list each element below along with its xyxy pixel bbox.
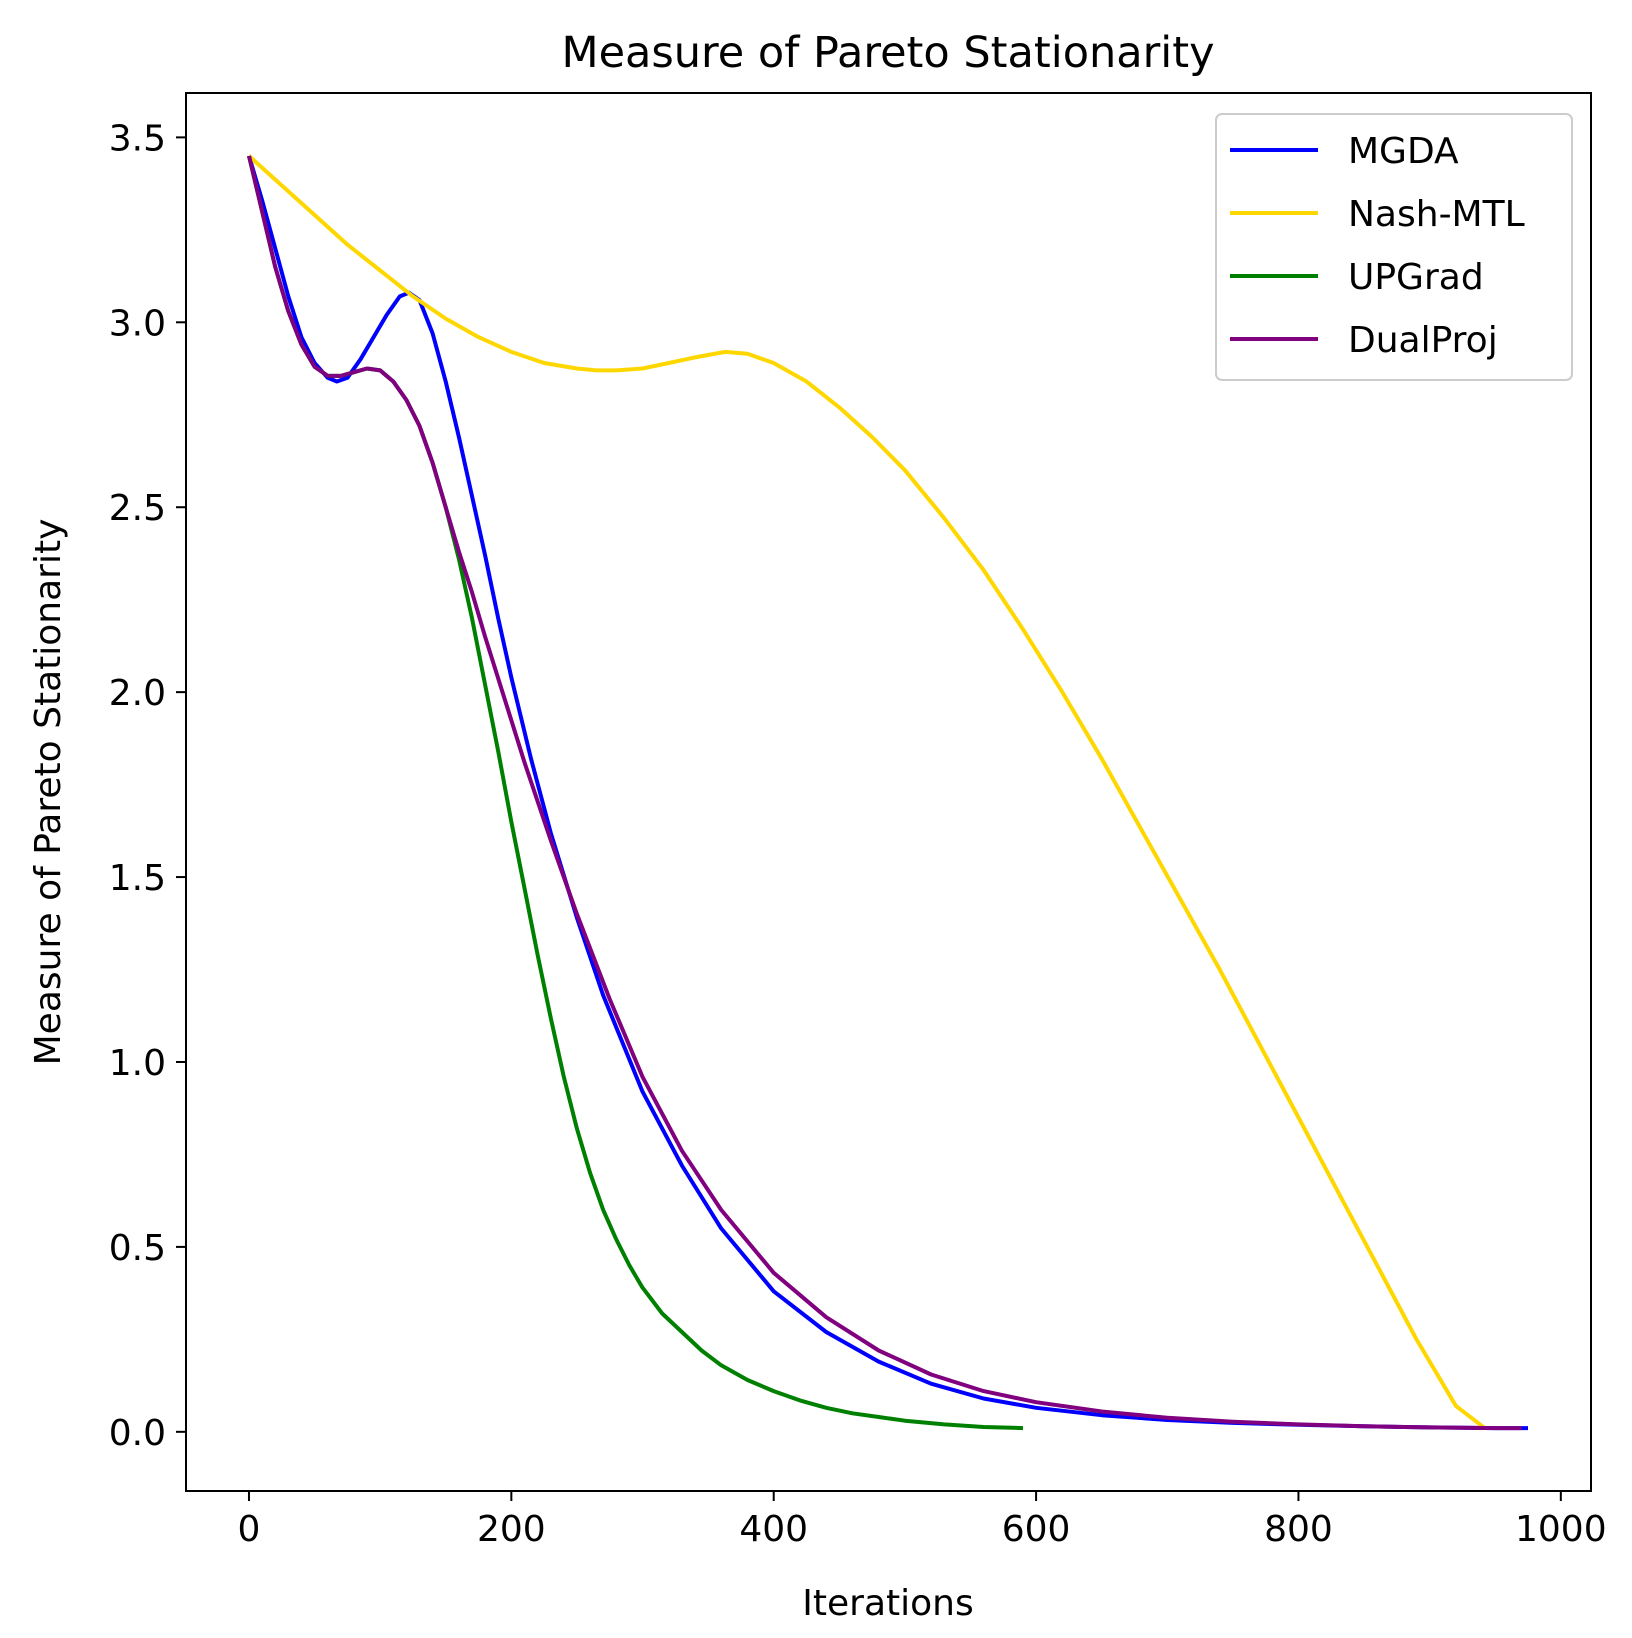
- x-tick-label: 1000: [1515, 1509, 1607, 1550]
- y-tick-label: 2.0: [109, 673, 166, 714]
- legend-label-upgrad: UPGrad: [1348, 257, 1484, 298]
- y-tick-label: 1.5: [109, 858, 166, 899]
- y-tick-label: 0.5: [109, 1228, 166, 1269]
- legend-label-mgda: MGDA: [1348, 131, 1459, 172]
- series-line-mgda: [247, 155, 1528, 1431]
- x-tick-label: 200: [477, 1509, 546, 1550]
- y-tick-label: 0.0: [109, 1413, 166, 1454]
- legend-label-nash-mtl: Nash-MTL: [1348, 194, 1525, 235]
- y-tick-label: 1.0: [109, 1043, 166, 1084]
- y-tick-label: 3.0: [109, 303, 166, 344]
- x-tick-label: 0: [238, 1509, 261, 1550]
- y-tick-label: 2.5: [109, 488, 166, 529]
- chart-title: Measure of Pareto Stationarity: [561, 28, 1214, 78]
- series-line-nash-mtl: [247, 154, 1486, 1430]
- legend-box: [1215, 113, 1573, 381]
- legend-label-dualproj: DualProj: [1348, 320, 1498, 361]
- legend: MGDA Nash-MTL UPGrad DualProj: [1215, 113, 1573, 381]
- x-axis: 0 200 400 600 800 1000: [238, 1491, 1607, 1550]
- y-tick-label: 3.5: [109, 118, 166, 159]
- y-axis: 0.0 0.5 1.0 1.5 2.0 2.5 3.0 3.5: [109, 118, 186, 1454]
- plot-frame: [185, 92, 1592, 1492]
- x-tick-label: 600: [1002, 1509, 1071, 1550]
- x-tick-label: 400: [739, 1509, 808, 1550]
- x-tick-label: 800: [1264, 1509, 1333, 1550]
- series-layer: [247, 154, 1528, 1431]
- y-axis-label: Measure of Pareto Stationarity: [28, 519, 69, 1066]
- x-axis-label: Iterations: [802, 1583, 973, 1624]
- series-line-dualproj: [247, 155, 1522, 1431]
- plot-area: [185, 92, 1592, 1492]
